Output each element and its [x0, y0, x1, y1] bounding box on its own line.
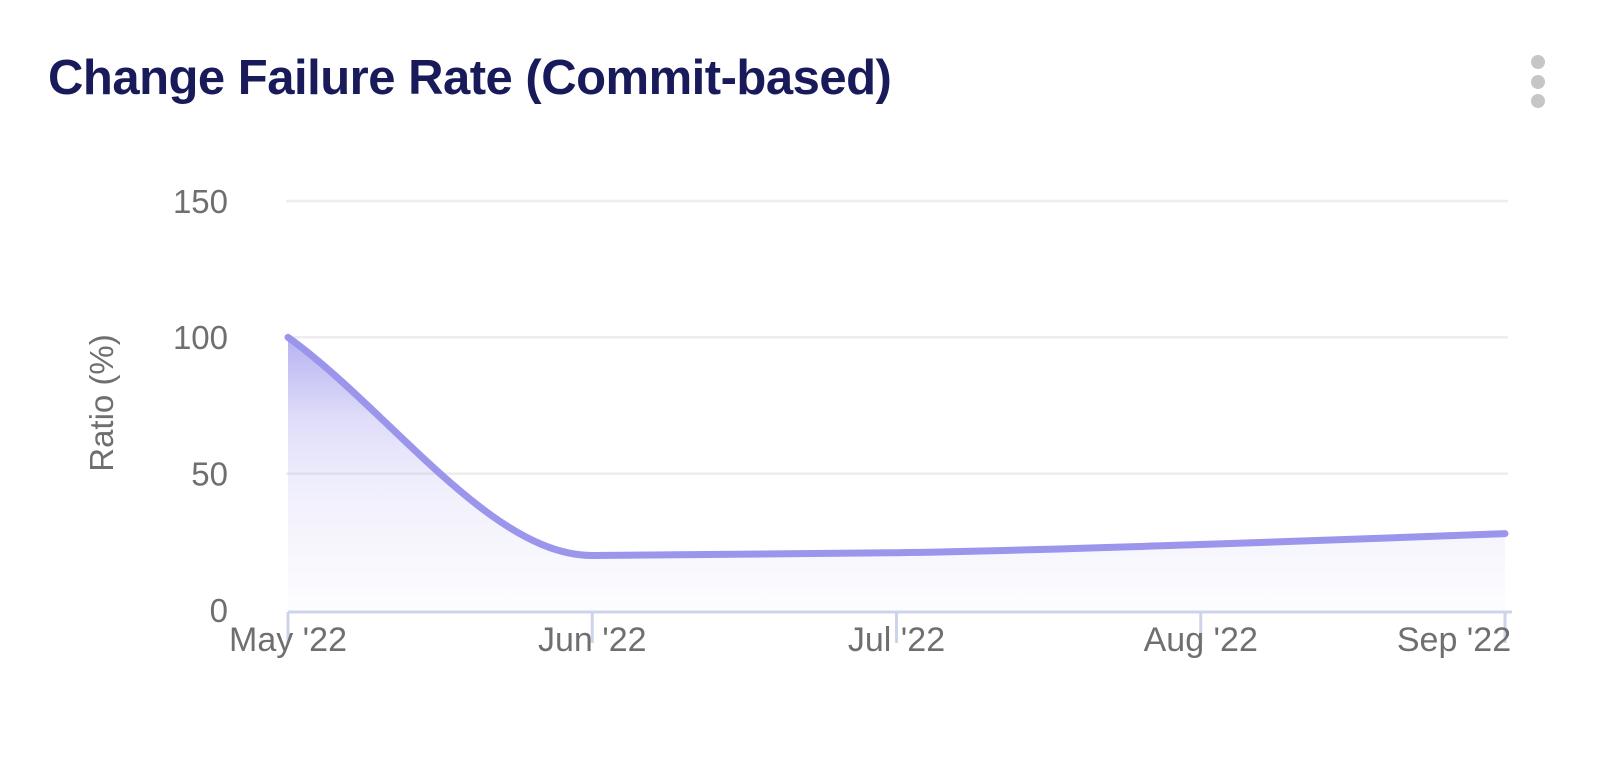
x-axis-label: Jun '22 [538, 621, 647, 659]
x-axis-label: May '22 [229, 621, 347, 659]
kebab-menu-icon [1531, 55, 1545, 108]
series-line [284, 333, 1509, 559]
y-axis-label: 0 [210, 592, 228, 629]
chart-title: Change Failure Rate (Commit-based) [48, 51, 892, 105]
y-axis-label: 100 [173, 319, 228, 356]
chart-menu-button[interactable] [1520, 44, 1556, 125]
x-axis-label: Sep '22 [1397, 621, 1511, 659]
chart-header: Change Failure Rate (Commit-based) [0, 0, 1600, 130]
x-axis-label: Aug '22 [1144, 621, 1258, 659]
x-axis-label: Jul '22 [848, 621, 945, 659]
y-axis-title: Ratio (%) [83, 334, 120, 472]
y-axis-label: 50 [191, 456, 228, 493]
y-axis-label: 150 [173, 183, 228, 220]
